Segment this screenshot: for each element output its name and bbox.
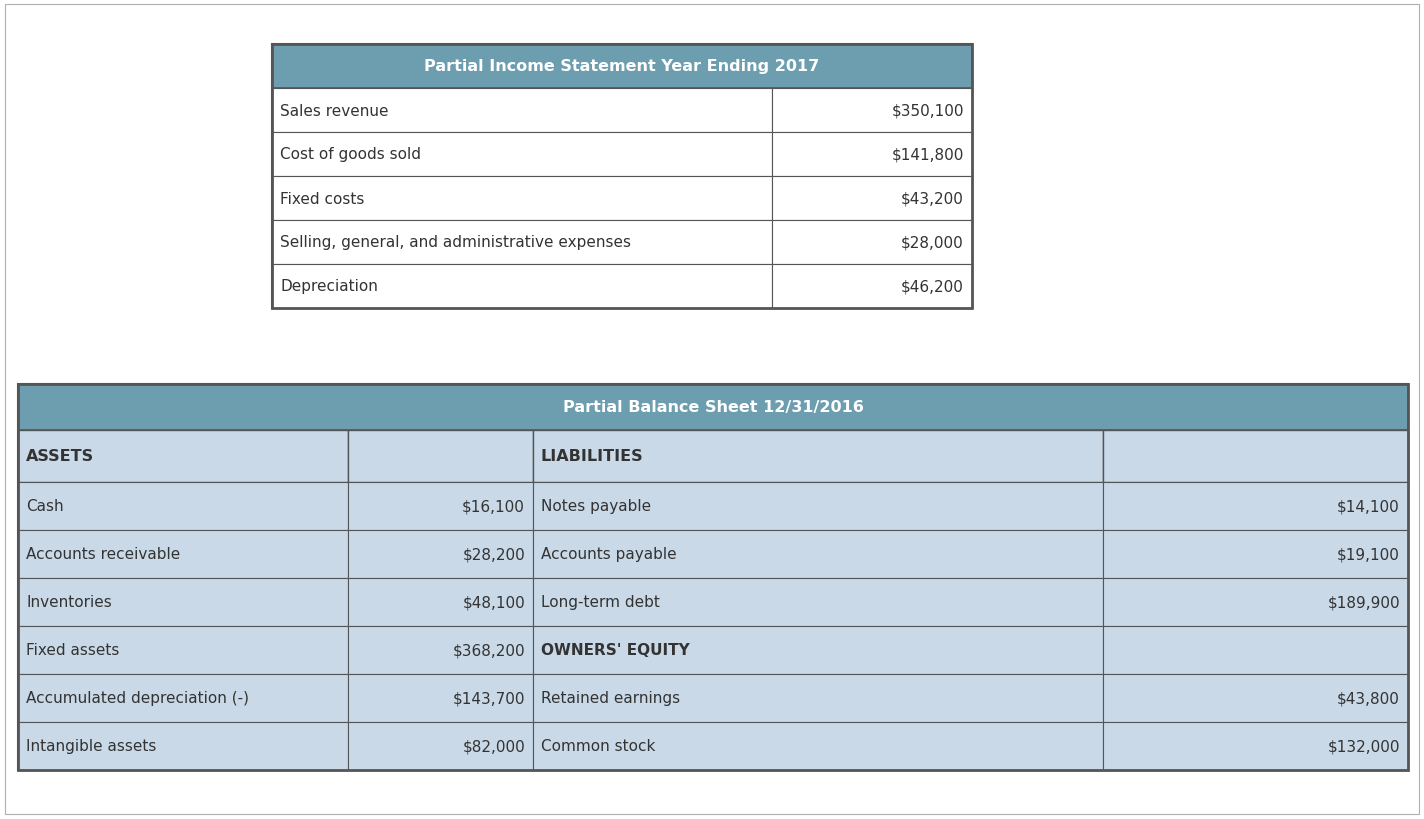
Bar	[347, 431, 533, 482]
Bar	[19, 674, 347, 722]
Bar	[19, 385, 1408, 770]
Text: $350,100: $350,100	[891, 103, 964, 119]
Text: Long-term debt: Long-term debt	[541, 595, 659, 610]
Text: Cost of goods sold: Cost of goods sold	[281, 147, 422, 162]
Text: $132,000: $132,000	[1327, 739, 1400, 753]
Bar	[772, 265, 973, 309]
Bar	[272, 45, 973, 89]
Bar	[272, 133, 772, 177]
Text: OWNERS' EQUITY: OWNERS' EQUITY	[541, 643, 689, 658]
Text: Selling, general, and administrative expenses: Selling, general, and administrative exp…	[281, 235, 631, 250]
Text: $19,100: $19,100	[1337, 547, 1400, 562]
Text: Partial Income Statement Year Ending 2017: Partial Income Statement Year Ending 201…	[424, 60, 820, 75]
Bar	[533, 722, 1104, 770]
Bar	[347, 578, 533, 627]
Text: $43,200: $43,200	[901, 192, 964, 206]
Bar	[272, 89, 772, 133]
Bar	[533, 482, 1104, 531]
Text: $16,100: $16,100	[463, 499, 525, 514]
Text: $46,200: $46,200	[901, 279, 964, 294]
Bar	[272, 265, 772, 309]
Text: $82,000: $82,000	[463, 739, 525, 753]
Text: $28,000: $28,000	[901, 235, 964, 250]
Bar	[772, 177, 973, 221]
Bar	[347, 482, 533, 531]
Bar	[1104, 722, 1408, 770]
Text: Sales revenue: Sales revenue	[281, 103, 389, 119]
Text: Accounts receivable: Accounts receivable	[26, 547, 181, 562]
Bar	[19, 627, 347, 674]
Bar	[533, 627, 1104, 674]
Bar	[19, 578, 347, 627]
Text: Cash: Cash	[26, 499, 64, 514]
Text: $143,700: $143,700	[453, 690, 525, 706]
Text: Accounts payable: Accounts payable	[541, 547, 676, 562]
Bar	[19, 482, 347, 531]
Bar	[272, 45, 973, 309]
Bar	[1104, 578, 1408, 627]
Text: Fixed assets: Fixed assets	[26, 643, 120, 658]
Text: Notes payable: Notes payable	[541, 499, 651, 514]
Bar	[347, 674, 533, 722]
Text: $43,800: $43,800	[1337, 690, 1400, 706]
Bar	[19, 431, 347, 482]
Bar	[1104, 482, 1408, 531]
Bar	[19, 722, 347, 770]
Bar	[533, 674, 1104, 722]
Text: Common stock: Common stock	[541, 739, 655, 753]
Bar	[533, 578, 1104, 627]
Text: Intangible assets: Intangible assets	[26, 739, 157, 753]
Text: Fixed costs: Fixed costs	[281, 192, 365, 206]
Bar	[1104, 674, 1408, 722]
Text: $368,200: $368,200	[453, 643, 525, 658]
Bar	[272, 45, 973, 309]
Text: ASSETS: ASSETS	[26, 449, 94, 464]
Bar	[533, 431, 1104, 482]
Bar	[19, 531, 347, 578]
Text: LIABILITIES: LIABILITIES	[541, 449, 644, 464]
Bar	[772, 221, 973, 265]
Text: $48,100: $48,100	[463, 595, 525, 610]
Text: Inventories: Inventories	[26, 595, 111, 610]
Text: $189,900: $189,900	[1327, 595, 1400, 610]
Bar	[272, 177, 772, 221]
Text: $14,100: $14,100	[1337, 499, 1400, 514]
Bar	[347, 531, 533, 578]
Bar	[347, 627, 533, 674]
Text: Depreciation: Depreciation	[281, 279, 377, 294]
Bar	[19, 385, 1408, 770]
Bar	[533, 531, 1104, 578]
Bar	[1104, 627, 1408, 674]
Bar	[19, 385, 1408, 431]
Text: $141,800: $141,800	[891, 147, 964, 162]
Bar	[772, 89, 973, 133]
Text: Accumulated depreciation (-): Accumulated depreciation (-)	[26, 690, 249, 706]
Bar	[272, 221, 772, 265]
Bar	[347, 722, 533, 770]
Bar	[772, 133, 973, 177]
Text: Retained earnings: Retained earnings	[541, 690, 681, 706]
Bar	[1104, 531, 1408, 578]
Bar	[1104, 431, 1408, 482]
Text: $28,200: $28,200	[463, 547, 525, 562]
Text: Partial Balance Sheet 12/31/2016: Partial Balance Sheet 12/31/2016	[562, 400, 863, 415]
